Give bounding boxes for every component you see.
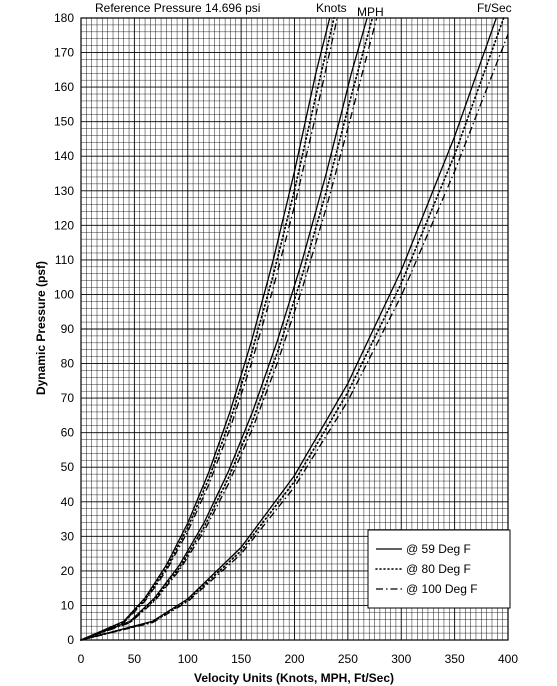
- y-tick-label: 20: [61, 564, 75, 578]
- plot-frame: [80, 17, 509, 641]
- y-tick-label: 30: [61, 529, 75, 543]
- x-tick-label: 300: [391, 652, 411, 666]
- y-tick-label: 60: [61, 426, 75, 440]
- y-tick-label: 10: [61, 598, 75, 612]
- y-tick-label: 90: [61, 322, 75, 336]
- x-tick-label: 0: [78, 652, 85, 666]
- x-tick-label: 250: [338, 652, 358, 666]
- y-tick-label: 120: [54, 218, 74, 232]
- series-line-mph-dashdot: [80, 17, 378, 641]
- curve-label-knots: Knots: [316, 1, 347, 15]
- series-line-ftsec-dashdot: [80, 33, 509, 641]
- x-tick-label: 350: [445, 652, 465, 666]
- curve-label-ftsec: Ft/Sec: [477, 1, 512, 15]
- x-tick-label: 100: [178, 652, 198, 666]
- grid: [80, 17, 509, 641]
- series-line-mph-solid: [80, 17, 368, 641]
- curves: [80, 17, 509, 641]
- y-tick-label: 170: [54, 46, 74, 60]
- x-tick-label: 400: [498, 652, 518, 666]
- x-tick-label: 50: [128, 652, 142, 666]
- series-line-ftsec-dotted: [80, 17, 505, 641]
- y-tick-label: 180: [54, 11, 74, 25]
- legend: @ 59 Deg F @ 80 Deg F @ 100 Deg F: [367, 529, 511, 609]
- legend-label-80: @ 80 Deg F: [406, 562, 471, 576]
- y-tick-label: 150: [54, 115, 74, 129]
- x-tick-label: 200: [284, 652, 304, 666]
- series-line-mph-dotted: [80, 17, 374, 641]
- legend-label-59: @ 59 Deg F: [406, 542, 471, 556]
- x-axis-title: Velocity Units (Knots, MPH, Ft/Sec): [194, 671, 394, 685]
- tick-labels: 0 50 100 150 200 250 300 350 400 0 10 20 30 40 50 60 70 8…: [54, 11, 518, 666]
- y-axis-title: Dynamic Pressure (psf): [34, 261, 48, 395]
- y-tick-label: 70: [61, 391, 75, 405]
- y-tick-label: 130: [54, 184, 74, 198]
- series-line-knots-dotted: [80, 17, 335, 641]
- reference-pressure-note: Reference Pressure 14.696 psi: [95, 1, 260, 15]
- y-tick-label: 110: [55, 253, 74, 267]
- x-tick-label: 150: [231, 652, 251, 666]
- series-line-knots-solid: [80, 17, 331, 641]
- y-tick-label: 100: [54, 287, 74, 301]
- y-tick-label: 50: [61, 460, 75, 474]
- y-tick-label: 80: [61, 357, 75, 371]
- y-tick-label: 40: [61, 495, 75, 509]
- y-tick-label: 160: [54, 80, 74, 94]
- legend-label-100: @ 100 Deg F: [406, 582, 478, 596]
- curve-label-mph: MPH: [357, 5, 384, 19]
- y-tick-label: 0: [67, 633, 74, 647]
- y-tick-label: 140: [54, 149, 74, 163]
